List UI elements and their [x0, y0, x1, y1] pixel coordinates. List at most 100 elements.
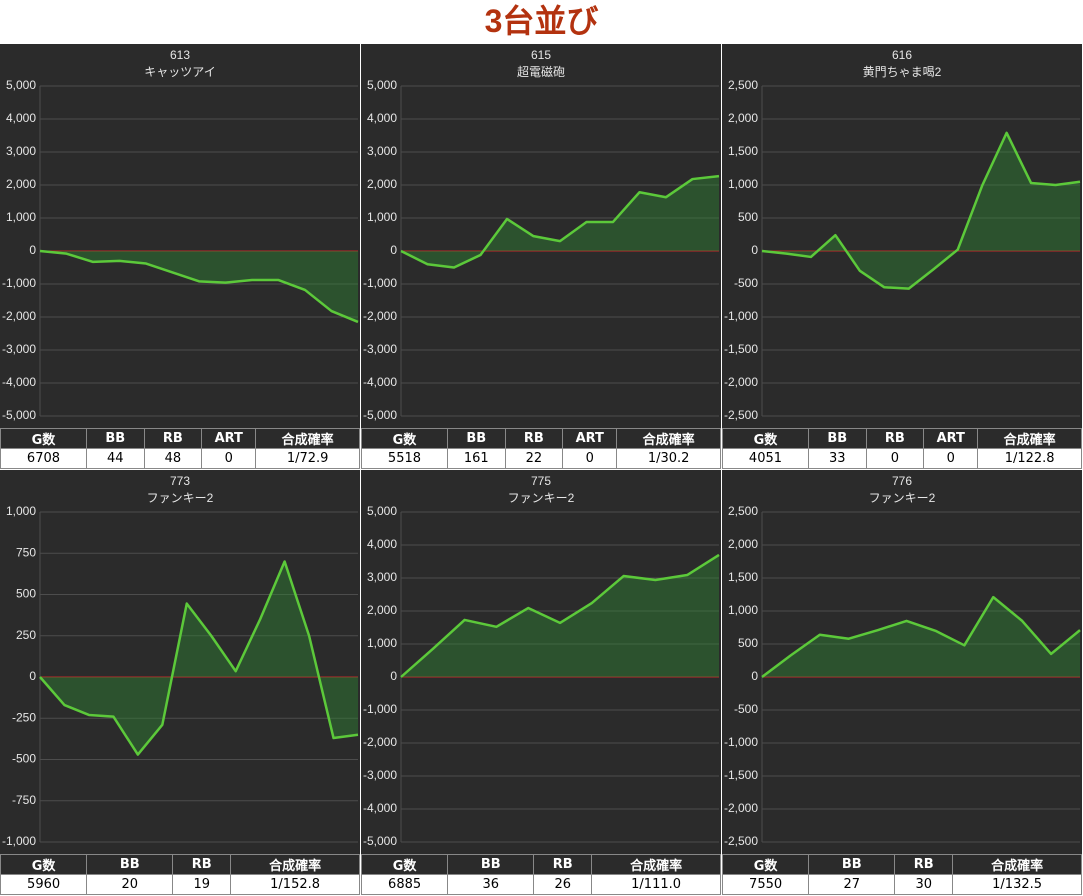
- table-cell: 161: [446, 448, 506, 469]
- y-tick-label: 500: [738, 636, 758, 650]
- y-tick-label: -1,000: [2, 276, 36, 290]
- y-tick-label: 750: [16, 545, 36, 559]
- table-header-cell: 合成確率: [230, 854, 360, 875]
- y-tick-label: 2,500: [728, 78, 758, 92]
- stats-table: G数 BB RB ART 合成確率 4051 33 0 0 1/122.8: [722, 428, 1082, 469]
- y-tick-label: 500: [16, 587, 36, 601]
- y-tick-label: 5,000: [6, 78, 36, 92]
- table-header-cell: BB: [446, 428, 506, 449]
- y-tick-label: 1,500: [728, 570, 758, 584]
- chart-subtitle: ファンキー2: [869, 491, 936, 505]
- y-tick-label: 3,000: [367, 570, 397, 584]
- chart-title: 613: [170, 48, 190, 62]
- y-tick-label: -4,000: [2, 375, 36, 389]
- y-tick-label: 2,000: [6, 177, 36, 191]
- y-tick-label: -3,000: [2, 342, 36, 356]
- y-tick-label: -1,000: [2, 834, 36, 848]
- table-header-cell: G数: [721, 854, 810, 875]
- table-header-cell: BB: [807, 428, 867, 449]
- y-tick-label: -500: [734, 276, 758, 290]
- line-series: [400, 174, 720, 269]
- y-tick-label: 2,000: [367, 177, 397, 191]
- y-tick-label: 4,000: [367, 111, 397, 125]
- y-tick-label: -2,000: [2, 309, 36, 323]
- y-tick-label: 1,000: [367, 636, 397, 650]
- stats-table: G数 BB RB ART 合成確率 5518 161 22 0 1/30.2: [361, 428, 721, 469]
- table-cell: 1/132.5: [952, 874, 1082, 895]
- table-cell: 7550: [721, 874, 810, 895]
- chart: 616 黄門ちゃま喝2 -2,500 -2,000 -1,500 -1,000 -500 0 5…: [724, 48, 1081, 422]
- y-tick-label: -4,000: [363, 375, 397, 389]
- table-cell: 1/122.8: [977, 448, 1082, 469]
- y-tick-label: -1,000: [363, 702, 397, 716]
- stats-table: G数 BB RB ART 合成確率 6708 44 48 0 1/72.9: [0, 428, 360, 469]
- chart-subtitle: キャッツアイ: [144, 65, 215, 79]
- table-header-cell: RB: [894, 854, 954, 875]
- table-header-row: G数 BB RB ART 合成確率: [722, 428, 1082, 449]
- area-fill: [762, 597, 1080, 677]
- chart: 615 超電磁砲 -5,000 -4,000 -3,000 -2,000 -1,000 0 1,…: [363, 48, 720, 422]
- chart-subtitle: ファンキー2: [147, 491, 214, 505]
- table-header-cell: RB: [143, 428, 203, 449]
- table-cell: 30: [894, 874, 954, 895]
- y-tick-label: 250: [16, 628, 36, 642]
- y-tick-label: -4,000: [363, 801, 397, 815]
- table-cell: 26: [533, 874, 593, 895]
- table-header-cell: G数: [0, 854, 88, 875]
- line-series: [400, 553, 720, 678]
- chart-title: 775: [531, 474, 551, 488]
- y-tick-label: 1,000: [367, 210, 397, 224]
- table-header-cell: RB: [172, 854, 232, 875]
- table-row: 6708 44 48 0 1/72.9: [0, 448, 360, 469]
- y-tick-label: 500: [738, 210, 758, 224]
- y-tick-label: 2,000: [728, 111, 758, 125]
- table-header-cell: 合成確率: [255, 428, 360, 449]
- table-row: 6885 36 26 1/111.0: [360, 874, 721, 895]
- table-cell: 0: [923, 448, 979, 469]
- table-header-cell: BB: [808, 854, 896, 875]
- line-series: [39, 560, 359, 756]
- table-row: 5960 20 19 1/152.8: [0, 874, 360, 895]
- chart-title: 776: [892, 474, 912, 488]
- y-tick-label: -2,000: [724, 801, 758, 815]
- chart: 776 ファンキー2 -2,500 -2,000 -1,500 -1,000 -500 0 50…: [724, 474, 1081, 848]
- table-cell: 20: [86, 874, 174, 895]
- table-header-cell: 合成確率: [616, 428, 721, 449]
- table-header-cell: G数: [722, 428, 809, 449]
- y-tick-label: 0: [390, 669, 397, 683]
- y-tick-label: 0: [751, 243, 758, 257]
- chart-panel: 616 黄門ちゃま喝2 -2,500 -2,000 -1,500 -1,000 -500 0 5…: [722, 44, 1082, 469]
- y-tick-label: -2,000: [363, 735, 397, 749]
- y-tick-label: 0: [751, 669, 758, 683]
- table-cell: 1/30.2: [616, 448, 721, 469]
- table-cell: 5518: [361, 448, 448, 469]
- y-tick-label: 3,000: [367, 144, 397, 158]
- table-row: 4051 33 0 0 1/122.8: [722, 448, 1082, 469]
- chart: 775 ファンキー2 -5,000 -4,000 -3,000 -2,000 -1,000 0…: [363, 474, 720, 848]
- y-tick-label: -1,000: [724, 735, 758, 749]
- y-tick-label: 2,000: [728, 537, 758, 551]
- line-series: [39, 249, 359, 324]
- chart-panel: 775 ファンキー2 -5,000 -4,000 -3,000 -2,000 -1,000 0…: [360, 470, 721, 895]
- area-fill: [40, 561, 358, 755]
- y-tick-label: 1,000: [6, 504, 36, 518]
- y-tick-label: -1,500: [724, 768, 758, 782]
- chart-panel: 773 ファンキー2 -1,000 -750 -500 -250 0 250 500 750 1,0…: [0, 470, 360, 895]
- table-cell: 22: [504, 448, 564, 469]
- table-row: 5518 161 22 0 1/30.2: [361, 448, 721, 469]
- y-tick-label: -500: [12, 752, 36, 766]
- table-cell: 6708: [0, 448, 87, 469]
- table-cell: 1/111.0: [591, 874, 721, 895]
- y-tick-label: 5,000: [367, 78, 397, 92]
- y-tick-label: 2,500: [728, 504, 758, 518]
- table-cell: 44: [85, 448, 145, 469]
- table-cell: 0: [865, 448, 925, 469]
- table-header-cell: 合成確率: [952, 854, 1082, 875]
- y-tick-label: -5,000: [2, 408, 36, 422]
- table-header-cell: G数: [360, 854, 449, 875]
- line-series: [761, 131, 1081, 290]
- chart-title: 773: [170, 474, 190, 488]
- y-tick-label: -2,500: [724, 408, 758, 422]
- y-tick-label: 1,000: [6, 210, 36, 224]
- table-cell: 33: [807, 448, 867, 469]
